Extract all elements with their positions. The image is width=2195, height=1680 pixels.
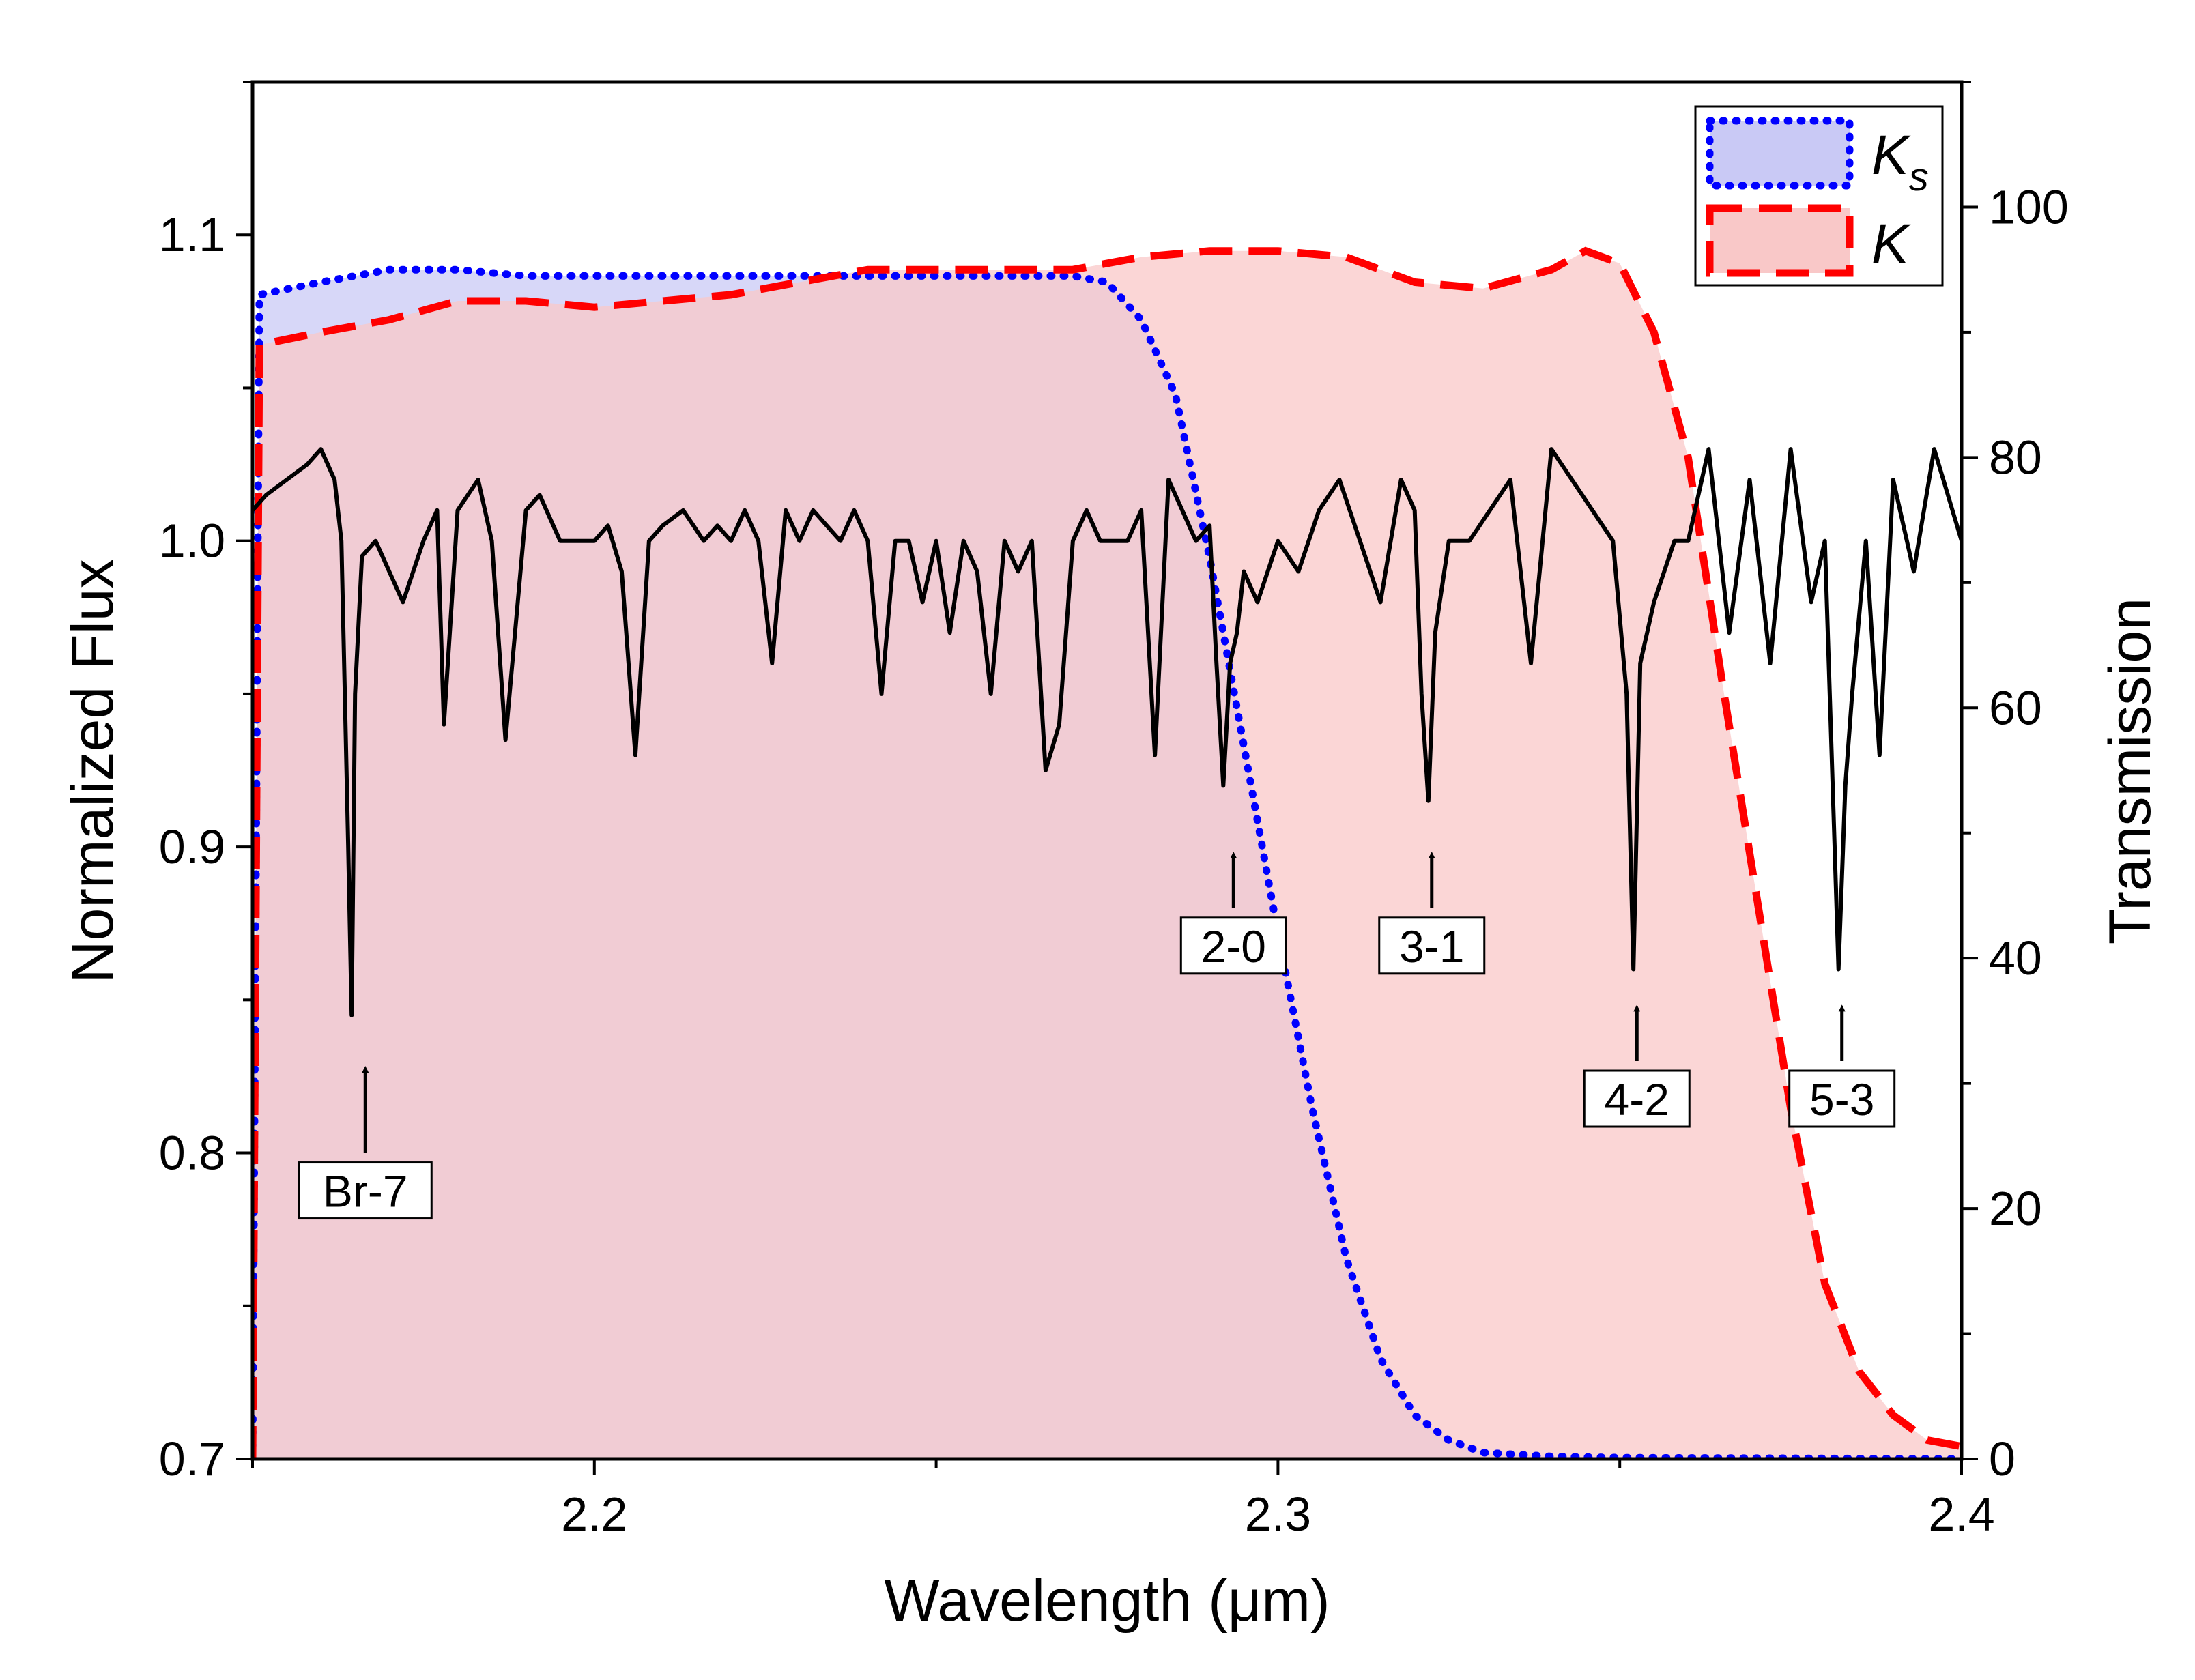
annotation-box-0 xyxy=(298,1161,433,1220)
legend: Ks K xyxy=(1694,105,1944,287)
plot-frame xyxy=(250,80,1964,1461)
y-right-tick-label: 100 xyxy=(1989,180,2069,233)
annotation-label-0: Br-7 xyxy=(323,1166,408,1217)
legend-label-ks: Ks xyxy=(1871,124,1929,199)
annotation-label-3: 4-2 xyxy=(1605,1074,1669,1125)
y-left-tick-label: 0.7 xyxy=(159,1432,225,1486)
y-left-tick-label: 1.0 xyxy=(159,515,225,568)
y-left-axis-ticks: 0.7 0.8 0.9 1.0 1.1 xyxy=(159,81,253,1486)
legend-swatch-k xyxy=(1706,204,1854,277)
filter-line-0 xyxy=(253,265,1962,1459)
legend-label-k: K xyxy=(1871,213,1911,275)
x-tick-label: 2.4 xyxy=(1928,1488,1994,1541)
filter-fill-1 xyxy=(253,250,1962,1459)
y-right-axis-ticks: 0 20 40 60 80 100 xyxy=(1962,81,2069,1486)
legend-swatch-ks xyxy=(1706,117,1854,190)
annotation-box-3 xyxy=(1583,1069,1691,1128)
annotation-box-1 xyxy=(1179,916,1287,975)
y-right-tick-label: 80 xyxy=(1989,431,2042,484)
annotation-label-2: 3-1 xyxy=(1399,921,1464,972)
line-annotations: Br-7 2-0 3-1 4-2 5-3 xyxy=(298,852,1896,1220)
y-right-axis-label: Transmission xyxy=(2097,598,2163,944)
annotation-box-4 xyxy=(1788,1069,1896,1128)
y-right-tick-label: 0 xyxy=(1989,1432,2015,1486)
flux-series xyxy=(253,447,1962,1017)
filter-line-1 xyxy=(253,246,1962,1459)
annotation-label-1: 2-0 xyxy=(1201,921,1266,972)
y-right-tick-label: 20 xyxy=(1989,1182,2042,1235)
y-left-tick-label: 0.8 xyxy=(159,1127,225,1180)
x-tick-label: 2.3 xyxy=(1245,1488,1311,1541)
x-tick-label: 2.2 xyxy=(561,1488,627,1541)
flux-line-0 xyxy=(253,447,1962,1017)
y-left-tick-label: 1.1 xyxy=(159,208,225,261)
annotation-label-4: 5-3 xyxy=(1809,1074,1874,1125)
y-right-tick-label: 40 xyxy=(1989,931,2042,985)
x-axis-label: Wavelength (μm) xyxy=(884,1568,1330,1634)
y-right-tick-label: 60 xyxy=(1989,681,2042,734)
annotation-box-2 xyxy=(1378,916,1486,975)
y-left-axis-label: Normalized Flux xyxy=(60,559,126,983)
filter-curves xyxy=(253,246,1962,1459)
x-axis-ticks: 2.2 2.3 2.4 xyxy=(251,1459,1995,1541)
y-left-tick-label: 0.9 xyxy=(159,820,225,873)
